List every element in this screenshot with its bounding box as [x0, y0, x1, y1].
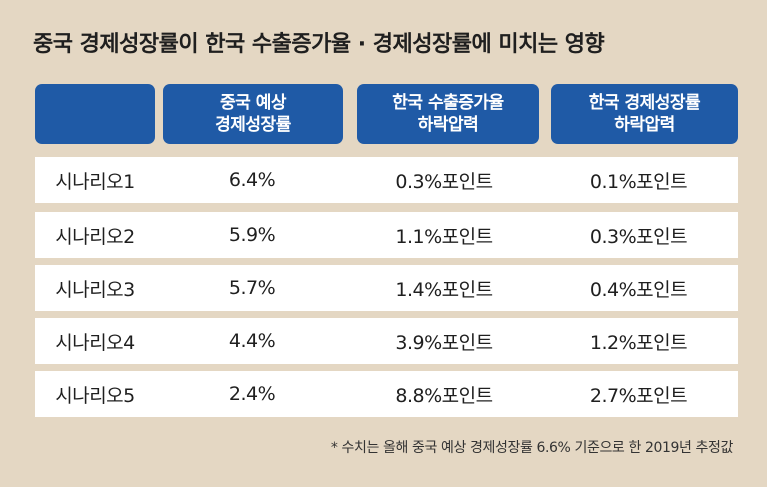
header-cell-china-growth: 중국 예상 경제성장률	[163, 84, 343, 144]
gdp-drop-cell: 0.4%포인트	[589, 278, 688, 301]
scenario-cell: 시나리오2	[55, 225, 135, 248]
gdp-drop-cell: 0.3%포인트	[589, 225, 688, 248]
gdp-drop-cell: 1.2%포인트	[589, 331, 688, 354]
china-growth-cell: 2.4%	[228, 383, 276, 405]
table-row: 시나리오2 5.9% 1.1%포인트 0.3%포인트	[35, 212, 738, 258]
table-row: 시나리오5 2.4% 8.8%포인트 2.7%포인트	[35, 371, 738, 417]
header-cell-gdp-drop: 한국 경제성장률 하락압력	[551, 84, 738, 144]
scenario-cell: 시나리오1	[55, 170, 135, 193]
table-row: 시나리오4 4.4% 3.9%포인트 1.2%포인트	[35, 318, 738, 364]
china-growth-cell: 6.4%	[228, 169, 276, 191]
header-line: 중국 예상	[220, 92, 286, 113]
gdp-drop-cell: 2.7%포인트	[589, 384, 688, 407]
header-line: 하락압력	[614, 115, 675, 135]
header-line: 경제성장률	[215, 115, 291, 135]
scenario-cell: 시나리오3	[55, 278, 135, 301]
header-line: 한국 수출증가율	[392, 92, 504, 113]
page-title: 중국 경제성장률이 한국 수출증가율 · 경제성장률에 미치는 영향	[33, 32, 605, 57]
header-line: 한국 경제성장률	[588, 92, 701, 113]
table-header: 중국 예상 경제성장률 한국 수출증가율 하락압력 한국 경제성장률 하락압력	[35, 84, 738, 144]
header-cell-export-drop: 한국 수출증가율 하락압력	[357, 84, 539, 144]
header-line: 하락압력	[417, 115, 479, 135]
export-drop-cell: 1.1%포인트	[395, 225, 493, 248]
export-drop-cell: 0.3%포인트	[395, 170, 493, 193]
header-cell-blank	[35, 84, 155, 144]
table-row: 시나리오3 5.7% 1.4%포인트 0.4%포인트	[35, 265, 738, 311]
table-row: 시나리오1 6.4% 0.3%포인트 0.1%포인트	[35, 157, 738, 203]
export-drop-cell: 1.4%포인트	[395, 278, 493, 301]
china-growth-cell: 5.7%	[228, 277, 276, 299]
export-drop-cell: 3.9%포인트	[395, 331, 493, 354]
footnote: * 수치는 올해 중국 예상 경제성장률 6.6% 기준으로 한 2019년 추…	[330, 440, 734, 456]
china-growth-cell: 4.4%	[228, 330, 276, 352]
china-growth-cell: 5.9%	[228, 224, 276, 246]
scenario-cell: 시나리오4	[55, 331, 135, 354]
gdp-drop-cell: 0.1%포인트	[589, 170, 688, 193]
scenario-cell: 시나리오5	[55, 384, 135, 407]
export-drop-cell: 8.8%포인트	[395, 384, 493, 407]
